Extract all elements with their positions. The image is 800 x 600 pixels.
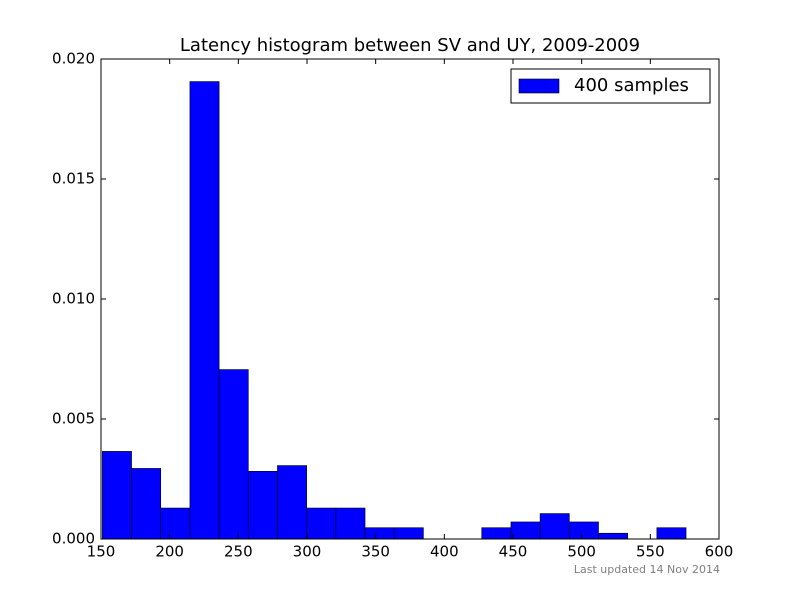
y-tick-label: 0.005 [52, 410, 95, 428]
x-tick-label: 250 [224, 543, 253, 561]
bar [393, 527, 424, 540]
x-tick-label: 150 [87, 543, 116, 561]
y-tick-label: 0.000 [52, 530, 95, 548]
bar [131, 468, 162, 540]
bar [481, 527, 512, 540]
legend-swatch [518, 78, 560, 94]
bar [569, 521, 599, 540]
bar [306, 507, 337, 540]
x-tick-label: 350 [361, 543, 390, 561]
bar [539, 513, 570, 540]
bar [160, 507, 191, 540]
bar [102, 451, 132, 540]
bar [277, 465, 307, 540]
x-tick-label: 450 [499, 543, 528, 561]
bar [335, 507, 366, 540]
bar [364, 527, 395, 540]
bar [510, 521, 541, 540]
annotation: Last updated 14 Nov 2014 [574, 563, 720, 576]
x-tick-label: 200 [155, 543, 184, 561]
x-tick-label: 400 [430, 543, 459, 561]
bar [218, 369, 249, 540]
bar [656, 527, 687, 540]
x-tick-label: 550 [636, 543, 665, 561]
chart-title: Latency histogram between SV and UY, 200… [180, 35, 640, 56]
x-tick-label: 300 [293, 543, 322, 561]
bar [598, 532, 628, 540]
legend-label: 400 samples [574, 75, 689, 96]
y-tick-label: 0.010 [52, 290, 95, 308]
bar [247, 471, 278, 540]
y-tick-label: 0.020 [52, 50, 95, 68]
x-tick-label: 500 [567, 543, 596, 561]
bar [189, 81, 220, 540]
y-tick-label: 0.015 [52, 170, 95, 188]
x-tick-label: 600 [705, 543, 734, 561]
